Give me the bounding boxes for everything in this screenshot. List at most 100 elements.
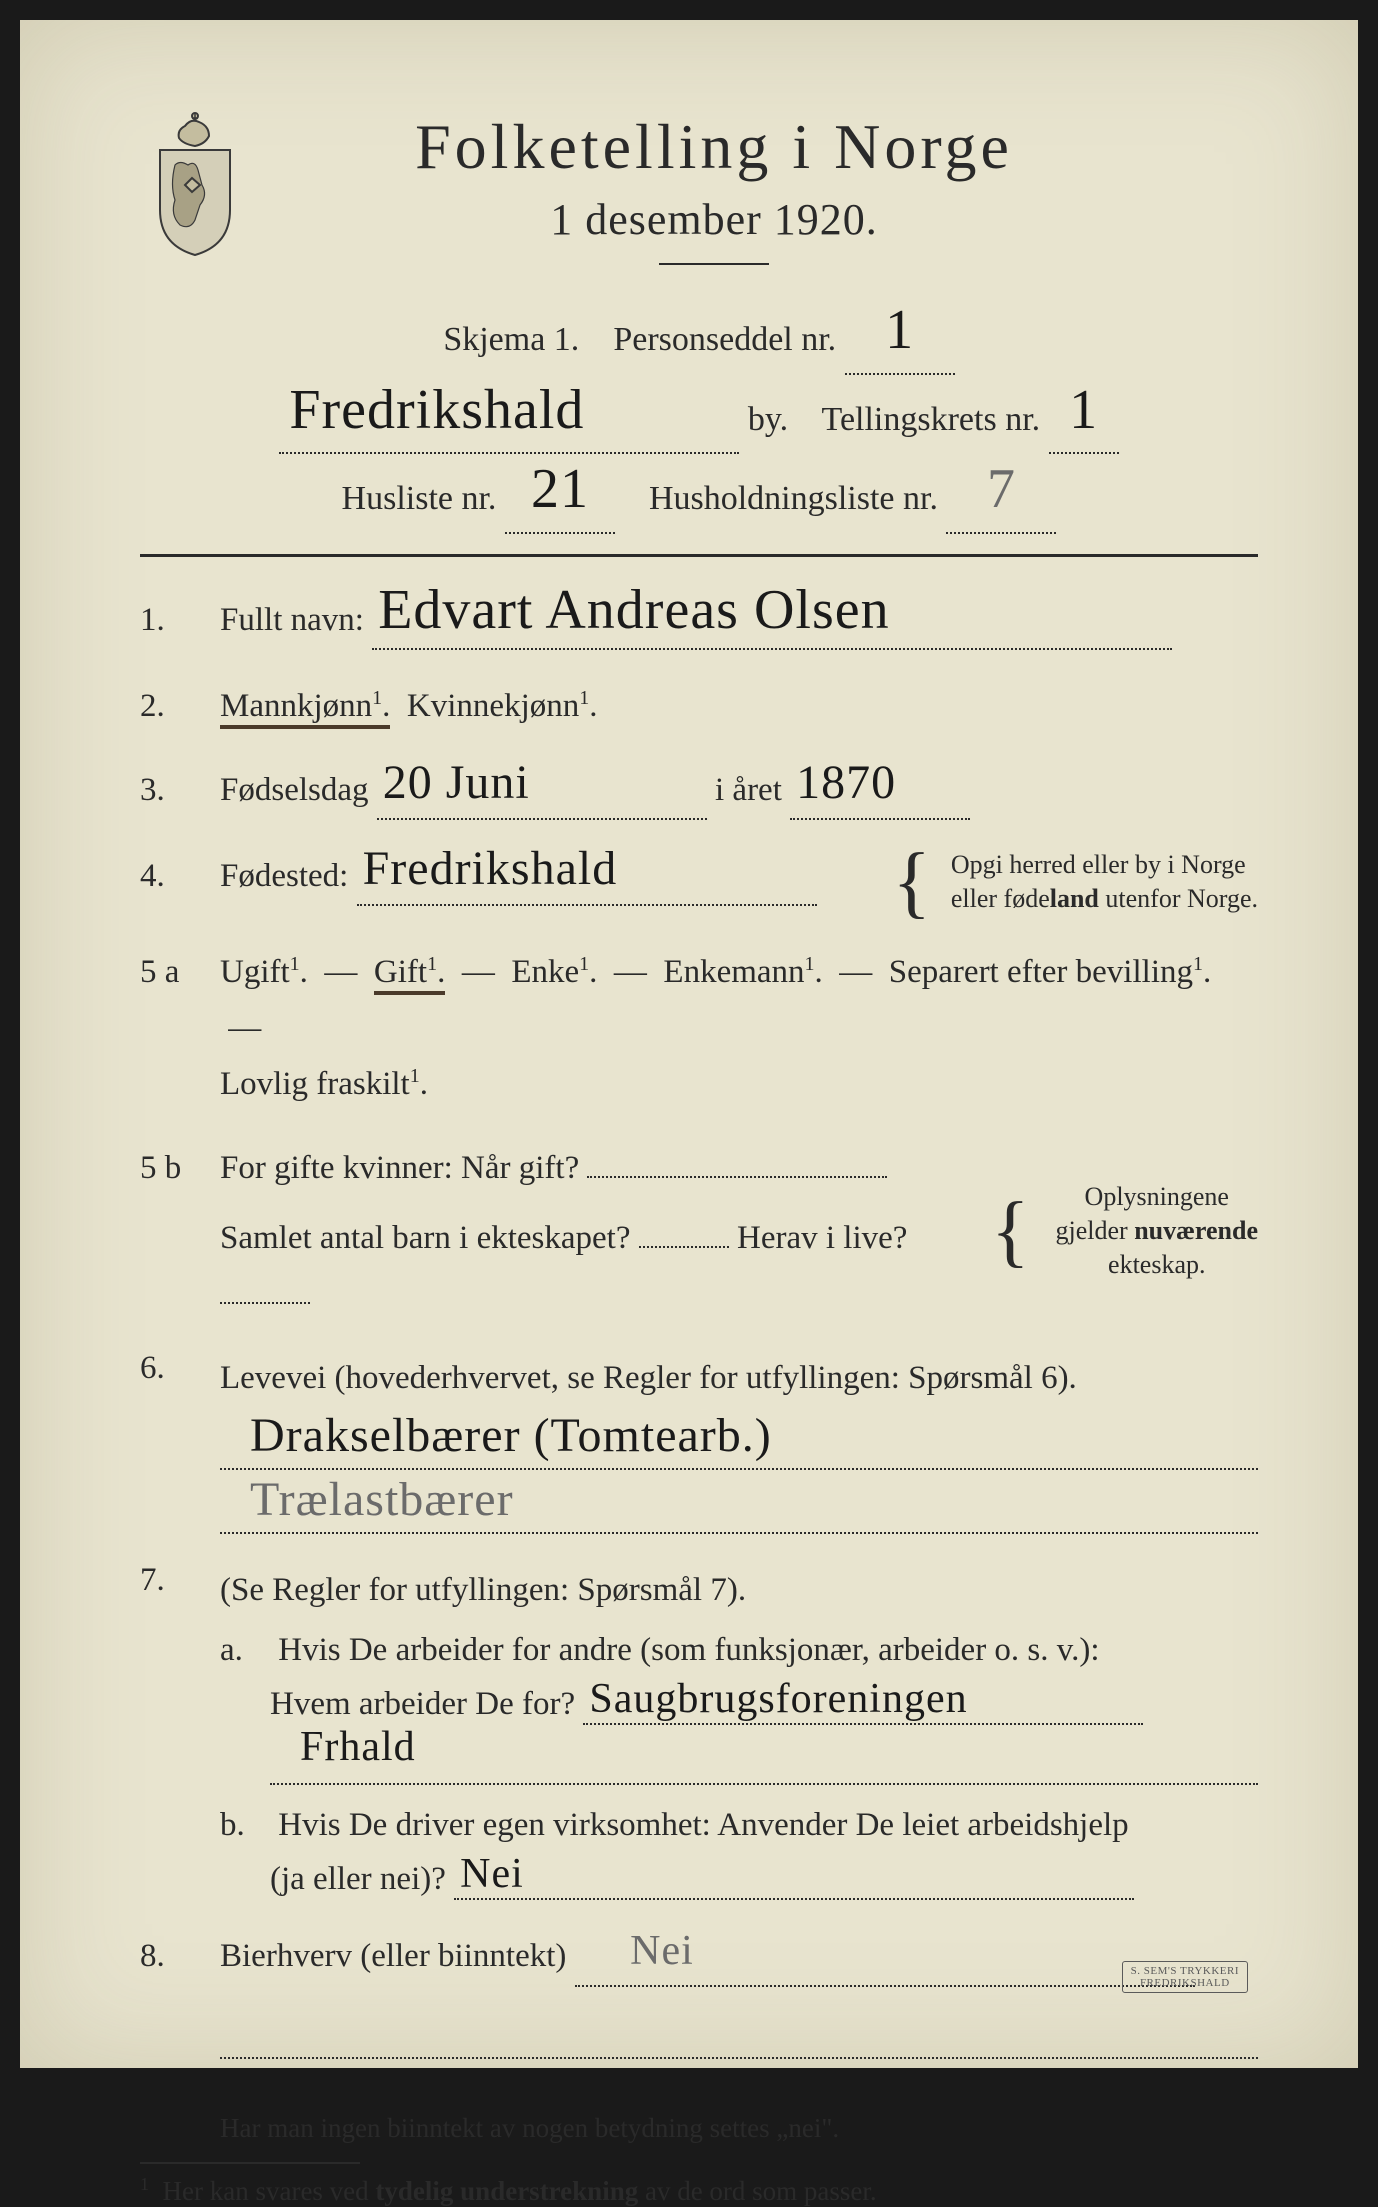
q8-field: Nei — [575, 1928, 1195, 1986]
tellingskrets-label: Tellingskrets nr. — [822, 401, 1041, 438]
q5b-line2: Samlet antal barn i ekteskapet? Herav i … — [220, 1210, 977, 1322]
q6-row: 6. Levevei (hovederhvervet, se Regler fo… — [140, 1350, 1258, 1534]
q6-line1-field: Drakselbærer (Tomtearb.) — [220, 1416, 1258, 1470]
form-body: 1. Fullt navn: Edvart Andreas Olsen 2. M… — [140, 587, 1258, 2207]
q5b-side-l3: ekteskap. — [1056, 1248, 1258, 1282]
q8-num: 8. — [140, 1938, 220, 1975]
city-value: Fredrikshald — [289, 379, 584, 441]
q5a-num: 5 a — [140, 954, 220, 991]
q4-side-note-wrap: { Opgi herred eller by i Norge eller fød… — [892, 848, 1258, 916]
q8-label: Bierhverv (eller biinntekt) — [220, 1938, 566, 1974]
personseddel-nr-value: 1 — [885, 299, 914, 361]
footnote-line: 1 Her kan svares ved tydelig understrekn… — [140, 2174, 1258, 2207]
q3-year-field: 1870 — [790, 762, 970, 820]
q3-daymonth-value: 20 Juni — [383, 756, 530, 809]
husholdning-field: 7 — [946, 466, 1056, 534]
tellingskrets-field: 1 — [1049, 387, 1119, 455]
main-divider — [140, 554, 1258, 557]
q2-num: 2. — [140, 688, 220, 725]
q8-content: Bierhverv (eller biinntekt) Nei — [220, 1928, 1258, 2076]
q1-value: Edvart Andreas Olsen — [378, 579, 889, 641]
q3-row: 3. Fødselsdag 20 Juni i året 1870 — [140, 762, 1258, 820]
q8-extra-line — [220, 2013, 1258, 2059]
q5a-opt5: Lovlig fraskilt1. — [220, 1066, 428, 1102]
q1-field: Edvart Andreas Olsen — [372, 587, 1172, 650]
q2-female-option: Kvinnekjønn1. — [407, 688, 598, 724]
personseddel-label: Personseddel nr. — [613, 321, 836, 358]
brace-icon: { — [892, 858, 930, 906]
footnote-num: 1 — [140, 2174, 149, 2194]
q6-line1-value: Drakselbærer (Tomtearb.) — [250, 1409, 772, 1462]
personseddel-nr-field: 1 — [845, 307, 955, 375]
q1-num: 1. — [140, 602, 220, 639]
q5b-gift-field — [587, 1176, 887, 1178]
q7a-letter: a. — [220, 1632, 270, 1669]
q4-content: Fødested: Fredrikshald { Opgi herred ell… — [220, 848, 1258, 916]
q7b-line2: (ja eller nei)? Nei — [220, 1858, 1258, 1900]
q7b-line2-label: (ja eller nei)? — [270, 1861, 446, 1897]
footnote-rule — [140, 2162, 360, 2164]
q4-num: 4. — [140, 858, 220, 895]
q7-label: (Se Regler for utfyllingen: Spørsmål 7). — [220, 1562, 1258, 1618]
husliste-label: Husliste nr. — [342, 480, 497, 517]
q3-content: Fødselsdag 20 Juni i året 1870 — [220, 762, 1258, 820]
q7b-block: b. Hvis De driver egen virksomhet: Anven… — [140, 1807, 1258, 1900]
q7b-field: Nei — [454, 1858, 1134, 1900]
q5b-side-note: Oplysningene gjelder nuværende ekteskap. — [1056, 1180, 1258, 1281]
q7b-line1: Hvis De driver egen virksomhet: Anvender… — [278, 1807, 1128, 1843]
q5b-side-l1: Oplysningene — [1056, 1180, 1258, 1214]
q1-row: 1. Fullt navn: Edvart Andreas Olsen — [140, 587, 1258, 650]
brace-icon: { — [991, 1207, 1029, 1255]
q4-label: Fødested: — [220, 858, 348, 894]
meta-block: Skjema 1. Personseddel nr. 1 Fredrikshal… — [140, 307, 1258, 534]
q6-value-block: Drakselbærer (Tomtearb.) Trælastbærer — [140, 1416, 1258, 1534]
q5b-num: 5 b — [140, 1150, 220, 1187]
q5a-opt3: Enkemann1. — [663, 954, 822, 990]
q5b-side-l2: gjelder nuværende — [1056, 1214, 1258, 1248]
city-suffix: by. — [748, 401, 788, 438]
husholdning-value: 7 — [987, 458, 1016, 520]
q5a-opt0: Ugift1. — [220, 954, 308, 990]
header-row: Folketelling i Norge 1 desember 1920. — [140, 110, 1258, 299]
q6-label: Levevei (hovederhvervet, se Regler for u… — [220, 1350, 1258, 1406]
q4-value: Fredrikshald — [363, 842, 618, 895]
census-form-page: Folketelling i Norge 1 desember 1920. Sk… — [20, 20, 1358, 2068]
q5b-row: 5 b For gifte kvinner: Når gift? Samlet … — [140, 1140, 1258, 1322]
q7b-value: Nei — [460, 1851, 524, 1897]
q3-mid: i året — [715, 772, 782, 808]
tellingskrets-value: 1 — [1069, 379, 1098, 441]
q5a-opt2: Enke1. — [511, 954, 597, 990]
printer-l1: S. SEM'S TRYKKERI — [1131, 1965, 1239, 1977]
q5b-content: For gifte kvinner: Når gift? Samlet anta… — [220, 1140, 1258, 1322]
q7a-block: a. Hvis De arbeider for andre (som funks… — [140, 1632, 1258, 1785]
q5a-opt4: Separert efter bevilling1. — [889, 954, 1211, 990]
q4-note-l1: Opgi herred eller by i Norge — [951, 848, 1258, 882]
q1-label: Fullt navn: — [220, 602, 364, 638]
header-text-block: Folketelling i Norge 1 desember 1920. — [280, 110, 1258, 299]
city-field: Fredrikshald — [279, 387, 739, 455]
footnote-area: Har man ingen biinntekt av nogen betydni… — [140, 2113, 1258, 2207]
page-title: Folketelling i Norge — [280, 110, 1148, 184]
meta-line-3: Husliste nr. 21 Husholdningsliste nr. 7 — [140, 466, 1258, 534]
q7a-value-l1: Saugbrugsforeningen — [589, 1676, 967, 1722]
q6-line2-value: Trælastbærer — [250, 1473, 514, 1526]
q4-note-l2: eller fødeland utenfor Norge. — [951, 882, 1258, 916]
meta-line-1: Skjema 1. Personseddel nr. 1 — [140, 307, 1258, 375]
q2-content: Mannkjønn1. Kvinnekjønn1. — [220, 678, 1258, 734]
q7a-line2-label: Hvem arbeider De for? — [270, 1686, 575, 1722]
q1-content: Fullt navn: Edvart Andreas Olsen — [220, 587, 1258, 650]
q4-side-note: Opgi herred eller by i Norge eller fødel… — [951, 848, 1258, 916]
q4-field: Fredrikshald — [357, 848, 817, 906]
q5a-content: Ugift1. — Gift1. — Enke1. — Enkemann1. —… — [220, 944, 1258, 1112]
page-subtitle: 1 desember 1920. — [280, 194, 1148, 245]
husliste-value: 21 — [531, 458, 589, 520]
husliste-field: 21 — [505, 466, 615, 534]
q5b-live-field — [220, 1302, 310, 1304]
q7a-field1: Saugbrugsforeningen — [583, 1683, 1143, 1725]
q8-row: 8. Bierhverv (eller biinntekt) Nei — [140, 1928, 1258, 2076]
q7a-line2: Hvem arbeider De for? Saugbrugsforeninge… — [220, 1683, 1258, 1725]
q3-label: Fødselsdag — [220, 772, 369, 808]
q7a-line1: Hvis De arbeider for andre (som funksjon… — [278, 1632, 1099, 1668]
q3-year-value: 1870 — [796, 756, 896, 809]
q7a-field2: Frhald — [270, 1731, 1258, 1785]
